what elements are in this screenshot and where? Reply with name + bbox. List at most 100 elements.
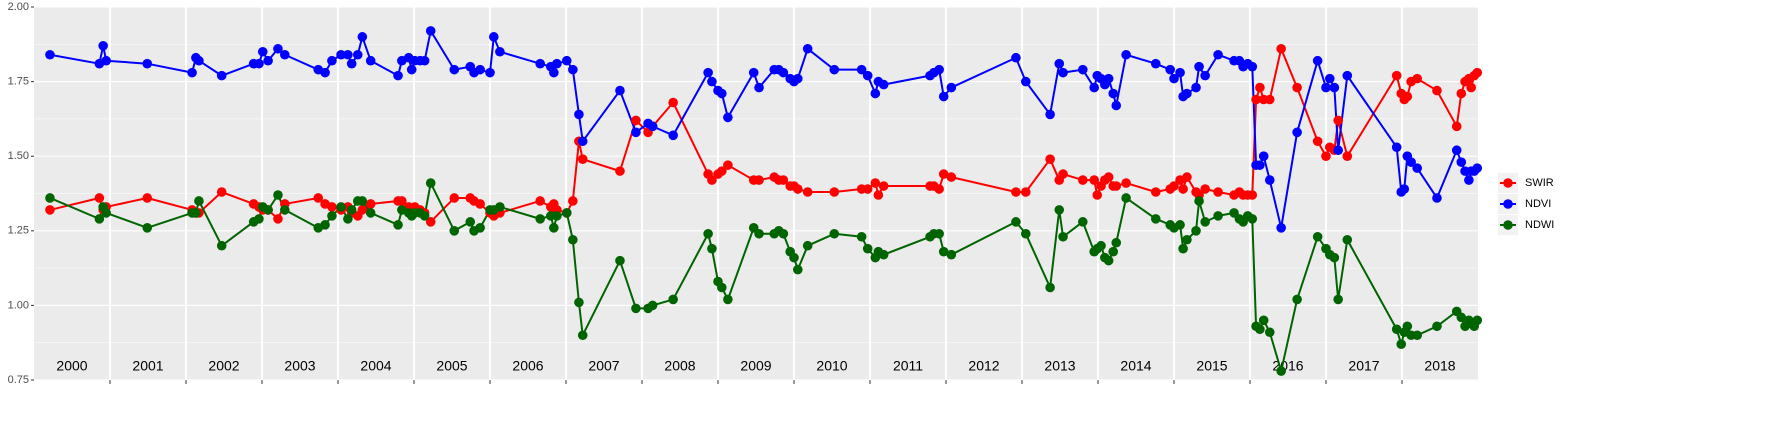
point bbox=[1342, 70, 1353, 81]
grid: 2000 2001 2002 2003 2004 2005 2006 2007 2008 2009… bbox=[34, 6, 1478, 381]
point bbox=[631, 127, 641, 138]
point bbox=[1412, 73, 1422, 84]
year-label: 2005 bbox=[436, 358, 467, 374]
point bbox=[577, 136, 588, 147]
point bbox=[862, 70, 873, 81]
point bbox=[1432, 85, 1442, 96]
point bbox=[1078, 64, 1088, 75]
point bbox=[1329, 252, 1340, 263]
point bbox=[273, 190, 283, 200]
point bbox=[1200, 217, 1210, 227]
marks bbox=[45, 26, 1483, 376]
point bbox=[194, 196, 204, 206]
point bbox=[754, 228, 764, 239]
point bbox=[938, 246, 949, 257]
point bbox=[449, 64, 460, 75]
point bbox=[778, 175, 789, 185]
year-label: 2010 bbox=[816, 358, 847, 374]
point bbox=[449, 193, 460, 203]
point bbox=[142, 193, 153, 203]
point bbox=[1406, 157, 1416, 167]
point bbox=[1312, 136, 1323, 147]
point bbox=[393, 220, 403, 230]
point bbox=[878, 79, 889, 90]
point bbox=[535, 58, 545, 69]
point bbox=[707, 76, 717, 87]
point bbox=[1194, 61, 1204, 72]
point bbox=[802, 187, 813, 197]
legend-point bbox=[1503, 199, 1513, 209]
point bbox=[870, 178, 881, 188]
point bbox=[1011, 217, 1021, 227]
point bbox=[535, 196, 545, 206]
point bbox=[1169, 73, 1179, 84]
point bbox=[1472, 67, 1483, 78]
point bbox=[1111, 181, 1122, 191]
point bbox=[194, 55, 204, 66]
point bbox=[1103, 73, 1114, 84]
point bbox=[1175, 67, 1185, 78]
point bbox=[475, 199, 485, 209]
point bbox=[365, 199, 376, 209]
point bbox=[1432, 321, 1442, 332]
point bbox=[574, 297, 584, 308]
year-label: 2012 bbox=[968, 358, 999, 374]
point bbox=[273, 214, 283, 224]
year-label: 2003 bbox=[284, 358, 315, 374]
point bbox=[1089, 175, 1099, 185]
point bbox=[778, 67, 789, 78]
point bbox=[365, 208, 376, 218]
point bbox=[280, 205, 290, 215]
point bbox=[475, 64, 485, 75]
point bbox=[1399, 184, 1410, 194]
point bbox=[934, 64, 944, 75]
point bbox=[254, 214, 264, 224]
point bbox=[1276, 223, 1286, 233]
point bbox=[1089, 82, 1099, 93]
point bbox=[754, 82, 764, 93]
point bbox=[862, 184, 873, 194]
point bbox=[1111, 237, 1122, 248]
point bbox=[1247, 190, 1258, 200]
point bbox=[94, 193, 105, 203]
point bbox=[717, 88, 727, 99]
point bbox=[1264, 175, 1275, 185]
year-label: 2004 bbox=[360, 358, 391, 374]
point bbox=[1165, 64, 1175, 75]
point bbox=[320, 67, 330, 78]
year-label: 2002 bbox=[208, 358, 239, 374]
point bbox=[1194, 196, 1204, 206]
point bbox=[1255, 160, 1265, 170]
point bbox=[1096, 240, 1106, 251]
point bbox=[45, 49, 55, 60]
point bbox=[357, 205, 368, 215]
point bbox=[263, 205, 273, 215]
point bbox=[1045, 154, 1055, 164]
point bbox=[1178, 243, 1188, 254]
year-label: 2017 bbox=[1348, 358, 1379, 374]
point bbox=[485, 67, 495, 78]
point bbox=[802, 240, 813, 251]
point bbox=[365, 55, 376, 66]
point bbox=[1321, 151, 1331, 161]
point bbox=[1255, 324, 1265, 335]
point bbox=[1092, 190, 1103, 200]
point bbox=[495, 202, 505, 212]
point bbox=[615, 85, 625, 96]
point bbox=[1472, 163, 1483, 173]
point bbox=[717, 166, 727, 176]
point bbox=[1103, 255, 1114, 266]
point bbox=[419, 55, 430, 66]
point bbox=[549, 67, 559, 78]
point bbox=[1412, 163, 1422, 173]
point bbox=[707, 243, 717, 254]
point bbox=[1121, 49, 1131, 60]
point bbox=[94, 214, 105, 224]
point bbox=[1213, 49, 1223, 60]
point bbox=[1182, 88, 1192, 99]
point bbox=[336, 49, 346, 60]
point bbox=[1247, 61, 1258, 72]
point bbox=[535, 214, 545, 224]
point bbox=[668, 130, 678, 141]
point bbox=[1200, 70, 1210, 81]
